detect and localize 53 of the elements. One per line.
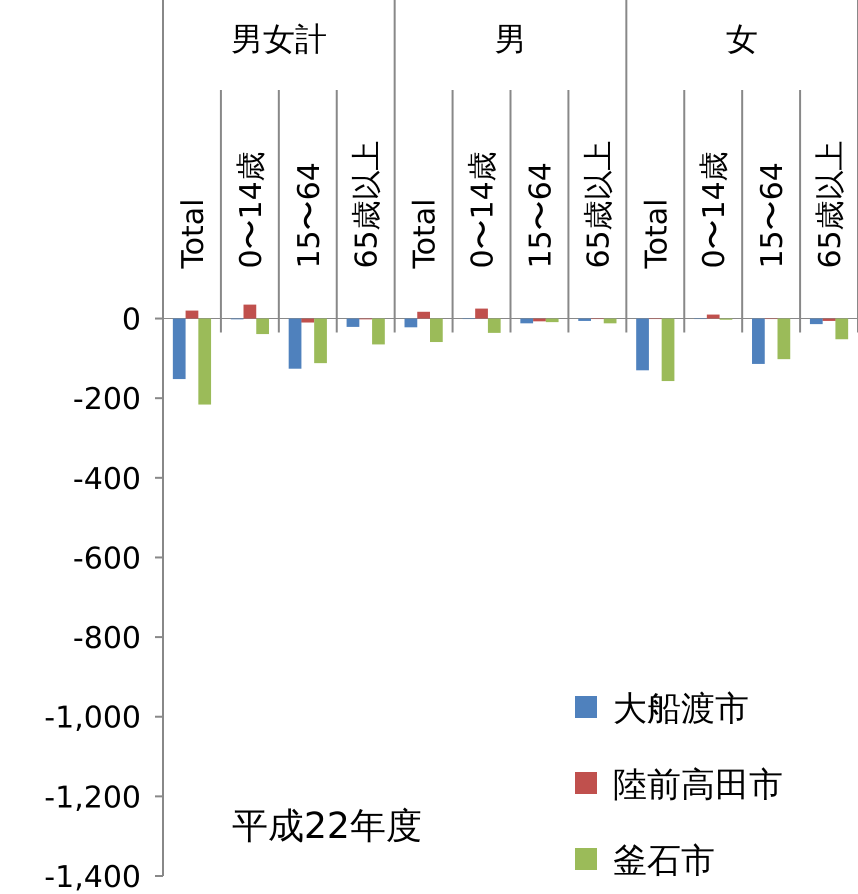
bar	[198, 318, 212, 405]
y-tick-label: -1,400	[44, 860, 141, 894]
y-tick-label: -1,000	[44, 700, 141, 736]
bar	[244, 304, 256, 319]
bar	[835, 318, 848, 340]
x-tick-label: 15〜64	[292, 162, 327, 269]
x-tick-label: 15〜64	[755, 162, 790, 269]
y-tick-label: -1,200	[44, 780, 141, 816]
bar	[777, 318, 790, 360]
bar	[604, 318, 616, 324]
bar	[706, 314, 720, 319]
x-tick-label: 0〜14歳	[697, 151, 732, 269]
legend-label: 釜石市	[613, 841, 715, 881]
bar	[488, 318, 501, 333]
legend-label: 大船渡市	[613, 689, 749, 729]
bar	[186, 310, 198, 319]
legend-label: 陸前高田市	[613, 765, 783, 805]
bar	[662, 318, 674, 382]
y-tick-label: 0	[122, 302, 141, 338]
x-tick-label: 65歳以上	[813, 140, 848, 269]
bar	[346, 318, 360, 327]
bar	[430, 318, 443, 342]
x-tick-label: 15〜64	[523, 162, 558, 269]
x-tick-label: Total	[639, 198, 674, 270]
bar	[810, 318, 823, 324]
bar	[636, 318, 649, 370]
bar	[404, 318, 418, 328]
x-tick-label: Total	[408, 198, 443, 270]
bar	[533, 318, 546, 322]
bar	[301, 318, 314, 323]
annotation: 男女計	[230, 20, 327, 58]
x-tick-label: 0〜14歳	[466, 151, 501, 269]
annotation: 女	[726, 20, 758, 58]
y-tick-label: -200	[72, 382, 141, 418]
bar	[475, 308, 488, 319]
bar	[314, 318, 327, 364]
text: 平成22年度	[232, 806, 422, 847]
x-tick-label: Total	[176, 198, 211, 270]
bar	[520, 318, 534, 324]
bar	[288, 318, 302, 369]
x-tick-label: 0〜14歳	[234, 151, 269, 269]
y-tick-label: -800	[72, 621, 141, 656]
y-tick-label: -600	[72, 541, 141, 576]
annotation: 男	[494, 20, 526, 58]
bar	[546, 318, 559, 322]
x-tick-label: 65歳以上	[581, 140, 616, 269]
bar	[372, 318, 385, 344]
bar	[256, 318, 269, 334]
x-tick-label: 65歳以上	[350, 140, 385, 269]
bar	[752, 318, 765, 364]
bar	[417, 312, 430, 319]
bar	[172, 318, 186, 380]
y-tick-label: -400	[72, 462, 141, 497]
